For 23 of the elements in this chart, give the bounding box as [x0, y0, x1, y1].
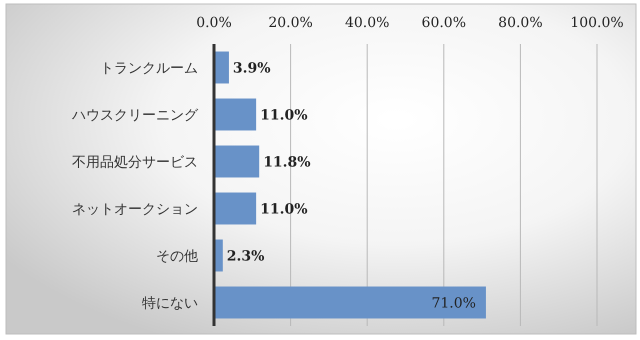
bar [214, 286, 486, 318]
bar [214, 98, 256, 130]
data-label: 2.3% [226, 248, 264, 264]
bar [214, 192, 256, 224]
x-tick-label: 60.0% [422, 15, 466, 31]
data-label: 11.0% [260, 201, 308, 218]
y-tick-label: その他 [156, 248, 198, 264]
bar [214, 52, 229, 84]
data-label: 3.9% [232, 60, 271, 76]
bar [214, 146, 260, 178]
data-label: 11.0% [260, 107, 308, 124]
y-tick-label: ハウスクリーニング [71, 107, 199, 124]
x-tick-label: 0.0% [196, 15, 232, 31]
y-tick-label: 不用品処分サービス [72, 154, 198, 170]
x-tick-label: 80.0% [498, 15, 543, 31]
x-tick-label: 20.0% [268, 15, 313, 31]
x-tick-label: 40.0% [344, 15, 390, 31]
y-tick-label: ネットオークション [72, 201, 198, 218]
x-tick-label: 100.0% [570, 15, 624, 31]
data-label: 11.8% [263, 154, 311, 170]
y-tick-label: 特にない [142, 295, 198, 312]
y-tick-label: トランクルーム [100, 60, 198, 76]
data-label: 71.0% [431, 295, 476, 312]
